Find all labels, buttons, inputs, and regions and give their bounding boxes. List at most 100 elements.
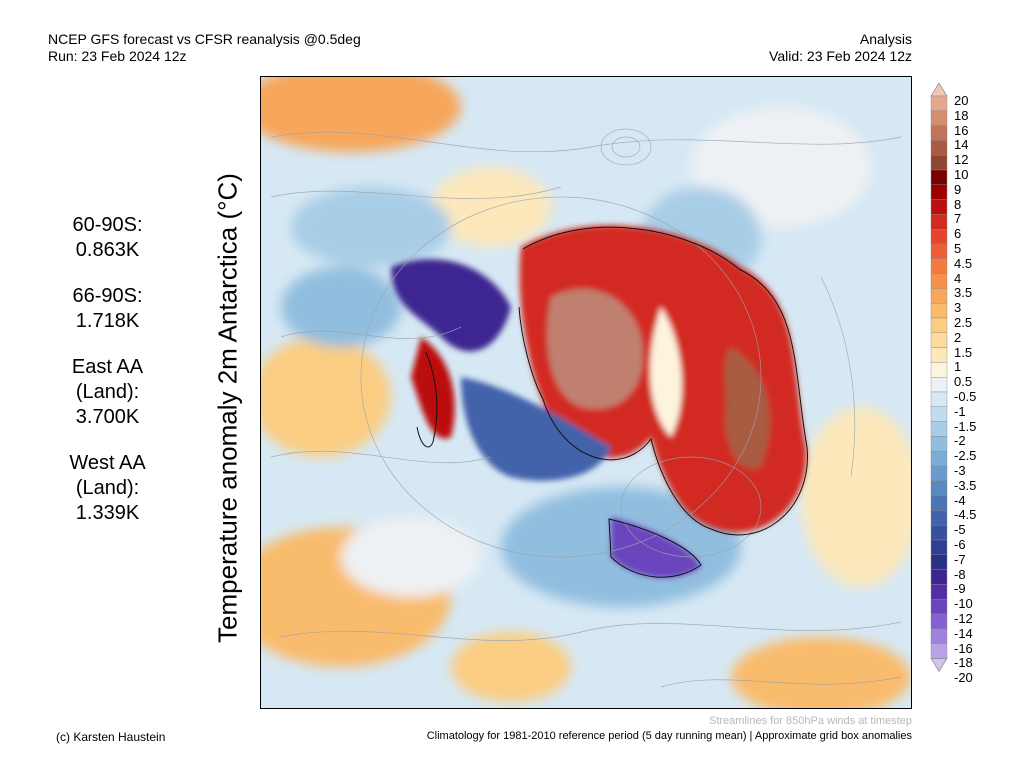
colorbar-label: -10	[954, 596, 973, 612]
colorbar-segment	[930, 377, 948, 393]
colorbar-label: -2	[954, 433, 966, 449]
colorbar-segment	[930, 288, 948, 304]
colorbar-end-high	[930, 83, 948, 97]
colorbar-segment	[930, 510, 948, 526]
colorbar-label: 20	[954, 93, 969, 108]
colorbar-segment	[930, 228, 948, 245]
stat-value: 1.339K	[75, 502, 140, 524]
colorbar-label: -6	[954, 537, 966, 552]
stat-value: 0.863K	[75, 239, 140, 261]
colorbar-label: -1	[954, 403, 966, 419]
colorbar-label: -0.5	[954, 389, 977, 404]
colorbar-label: 1	[954, 359, 962, 375]
stat-block: 66-90S: 1.718K	[40, 284, 175, 334]
run-time: Run: 23 Feb 2024 12z	[48, 48, 187, 64]
colorbar-segment	[930, 554, 948, 570]
stat-value: 1.718K	[75, 310, 140, 332]
colorbar-label: 3.5	[954, 285, 973, 301]
climatology-note: Climatology for 1981-2010 reference peri…	[426, 730, 912, 742]
colorbar-label: 4	[954, 270, 962, 286]
stat-label: 60-90S:	[72, 214, 143, 236]
colorbar-segment	[930, 273, 948, 289]
colorbar-label: 2.5	[954, 315, 973, 330]
colorbar-segment	[930, 480, 948, 496]
colorbar-segment	[930, 125, 948, 141]
colorbar-label: -3	[954, 463, 966, 478]
colorbar-segment	[930, 184, 948, 200]
colorbar-segment	[930, 258, 948, 274]
colorbar-segment	[930, 110, 948, 126]
colorbar-segment	[930, 539, 948, 556]
stat-block: West AA (Land): 1.339K	[40, 451, 175, 526]
colorbar-label: -14	[954, 625, 973, 641]
stat-value: 3.700K	[75, 406, 140, 428]
valid-time: Valid: 23 Feb 2024 12z	[769, 48, 912, 64]
colorbar-segment	[930, 243, 948, 260]
colorbar-label: -12	[954, 611, 973, 626]
header-left: NCEP GFS forecast vs CFSR reanalysis @0.…	[48, 31, 361, 65]
colorbar-segment	[930, 362, 948, 378]
colorbar-label: -5	[954, 522, 966, 538]
colorbar-label: 10	[954, 167, 969, 182]
map-canvas	[261, 77, 911, 708]
vertical-title: Temperature anomaly 2m Antarctica (°C)	[212, 173, 243, 643]
colorbar-segment	[930, 214, 948, 230]
colorbar-label: 9	[954, 181, 962, 197]
colorbar-segment	[930, 140, 948, 156]
colorbar-segment	[930, 199, 948, 215]
colorbar-label: -9	[954, 581, 966, 597]
colorbar-label: 12	[954, 152, 969, 168]
stat-label: 66-90S:	[72, 285, 143, 307]
colorbar-segment	[930, 347, 948, 363]
colorbar-segment	[930, 495, 948, 511]
copyright: (c) Karsten Haustein	[56, 730, 166, 744]
colorbar-segment	[930, 584, 948, 600]
colorbar-label: 8	[954, 196, 962, 212]
colorbar-label: 5	[954, 241, 962, 256]
stat-block: 60-90S: 0.863K	[40, 213, 175, 263]
colorbar-segment	[930, 525, 948, 541]
colorbar-segment	[930, 406, 948, 422]
chart-title: NCEP GFS forecast vs CFSR reanalysis @0.…	[48, 31, 361, 47]
colorbar-label: -20	[954, 670, 973, 686]
colorbar-label: -18	[954, 655, 973, 671]
colorbar-segment	[930, 451, 948, 467]
colorbar-label: -3.5	[954, 477, 977, 493]
colorbar-segment	[930, 391, 948, 408]
colorbar-segment	[930, 421, 948, 437]
colorbar-label: -7	[954, 551, 966, 567]
stat-label: East AA (Land):	[71, 356, 144, 403]
stat-block: East AA (Land): 3.700K	[40, 355, 175, 430]
colorbar-segment	[930, 599, 948, 615]
antarctica-coastline	[416, 226, 808, 578]
colorbar-label: 16	[954, 122, 969, 138]
colorbar-label: 18	[954, 107, 969, 123]
colorbar-segment	[930, 465, 948, 482]
wind-streamlines	[270, 128, 902, 688]
colorbar-label: 6	[954, 226, 962, 242]
colorbar-label: -4.5	[954, 507, 977, 523]
colorbar-segment	[930, 569, 948, 585]
stat-label: West AA (Land):	[69, 452, 146, 499]
colorbar-end-low	[930, 658, 948, 672]
analysis-type: Analysis	[859, 31, 912, 47]
streamline-note: Streamlines for 850hPa winds at timestep	[709, 715, 912, 727]
colorbar	[930, 83, 948, 672]
antarctica-anomaly	[391, 225, 807, 578]
colorbar-label: 7	[954, 211, 962, 227]
colorbar-segment	[930, 95, 948, 112]
colorbar-label: -8	[954, 566, 966, 582]
colorbar-segment	[930, 169, 948, 186]
colorbar-label: -4	[954, 492, 966, 508]
colorbar-segment	[930, 643, 948, 659]
colorbar-segment	[930, 613, 948, 630]
colorbar-segment	[930, 317, 948, 334]
colorbar-label: 4.5	[954, 255, 973, 271]
colorbar-segment	[930, 436, 948, 452]
anomaly-map	[260, 76, 912, 709]
header-right: Analysis Valid: 23 Feb 2024 12z	[769, 31, 912, 65]
colorbar-label: 2	[954, 329, 962, 345]
colorbar-segment	[930, 154, 948, 171]
colorbar-label: 14	[954, 137, 969, 153]
colorbar-segment	[930, 628, 948, 644]
